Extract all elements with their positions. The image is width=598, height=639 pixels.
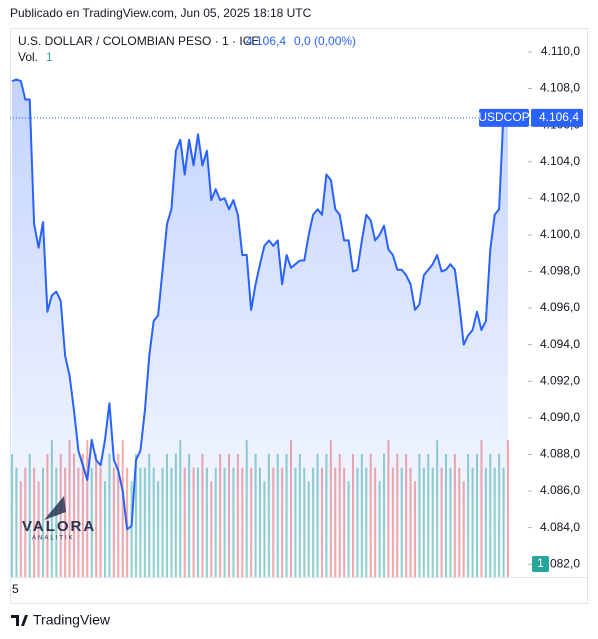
area-fill bbox=[12, 79, 508, 578]
y-tick-label: 4.088,0 bbox=[540, 447, 580, 461]
watermark: VALORA ANALITIK bbox=[22, 496, 96, 542]
change: 0,0 (0,00%) bbox=[294, 34, 356, 48]
y-tick-label: 4.100,0 bbox=[540, 227, 580, 241]
volume-title: Vol. bbox=[18, 50, 38, 64]
volume-badge: 1 bbox=[537, 556, 544, 570]
published: Publicado en TradingView.com, Jun 05, 20… bbox=[10, 6, 312, 20]
chart-title: U.S. DOLLAR / COLOMBIAN PESO · 1 · ICE bbox=[18, 34, 259, 48]
y-tick-label: 4.094,0 bbox=[540, 337, 580, 351]
x-tick-label: 5 bbox=[12, 582, 19, 596]
y-tick-label: 4.092,0 bbox=[540, 373, 580, 387]
frame bbox=[10, 28, 588, 604]
last-price-label: 4.106,4 bbox=[539, 110, 579, 124]
plot bbox=[11, 78, 509, 578]
y-tick-label: 4.084,0 bbox=[540, 520, 580, 534]
symbol-label: USDCOP bbox=[478, 110, 529, 124]
y-tick-label: 4.108,0 bbox=[540, 81, 580, 95]
symbol-box bbox=[479, 108, 529, 127]
y-tick-label: 4.086,0 bbox=[540, 483, 580, 497]
watermark-subtitle: ANALITIK bbox=[32, 536, 75, 542]
y-tick-label: 4.098,0 bbox=[540, 264, 580, 278]
y-tick-label: 4.096,0 bbox=[540, 300, 580, 314]
volume-box bbox=[532, 556, 549, 572]
last-price: 4.106,4 bbox=[246, 34, 286, 48]
volume-value: 1 bbox=[46, 50, 53, 64]
watermark-title: VALORA bbox=[22, 518, 96, 535]
y-tick-label: 4.090,0 bbox=[540, 410, 580, 424]
y-tick-label: 4.104,0 bbox=[540, 154, 580, 168]
footer: TradingView bbox=[33, 612, 111, 628]
footer-logo: TradingView bbox=[11, 612, 111, 628]
last-price-box bbox=[531, 108, 583, 127]
price-line bbox=[11, 78, 509, 531]
y-tick-label: 4.110,0 bbox=[541, 44, 580, 58]
y-tick-label: 4.102,0 bbox=[540, 190, 580, 204]
y-tick-label: 4.082,0 bbox=[540, 556, 580, 570]
